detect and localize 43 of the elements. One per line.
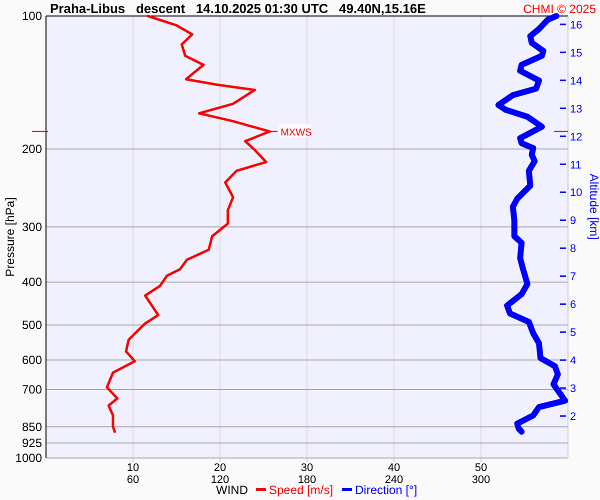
text: CHMI © 2025 — [523, 2, 596, 16]
y2-tick-label: 8 — [570, 243, 576, 256]
y2-tick-label: 7 — [570, 271, 576, 284]
ref-line-label: MXWS — [280, 127, 312, 138]
y2-tick-label: 16 — [570, 19, 582, 32]
y2-tick-label: 14 — [570, 75, 582, 88]
y2-tick-label: 5 — [570, 327, 576, 340]
y2-tick-label: 13 — [570, 103, 582, 116]
y-tick-label: 700 — [22, 382, 42, 397]
y2-tick-label: 9 — [570, 215, 576, 228]
x-tick-label: 50 — [474, 462, 488, 474]
x2-tick-label: 180 — [298, 474, 316, 486]
y2-tick-label: 12 — [570, 131, 582, 144]
x2-tick-label: 60 — [126, 474, 140, 486]
y2-tick-label: 4 — [570, 355, 576, 368]
x2-tick-label: 120 — [210, 474, 230, 486]
y2-tick-label: 2 — [570, 411, 576, 424]
y-tick-label: 300 — [22, 220, 42, 234]
x2-tick-label: 240 — [384, 474, 404, 486]
x-tick-label: 40 — [388, 462, 400, 474]
y-tick-label: 100 — [22, 9, 42, 23]
x-tick-label: 20 — [214, 462, 226, 474]
x-axis-title: WIND — [216, 483, 248, 497]
y2-tick-label: 3 — [570, 383, 576, 396]
x2-tick-label: 300 — [472, 474, 490, 486]
x-tick-label: 10 — [126, 462, 140, 474]
y2-tick-label: 11 — [570, 159, 582, 172]
legend-label: Speed [m/s] — [269, 483, 334, 497]
y2-tick-label: 10 — [570, 187, 582, 200]
y2-axis-title: Altitude [km] — [587, 174, 600, 240]
y-tick-label: 400 — [22, 275, 42, 290]
y2-tick-label: 15 — [570, 47, 582, 60]
y-tick-label: 850 — [22, 420, 42, 434]
chart-title: Praha-Libus descent 14.10.2025 01:30 UTC 49.40N,15.16E — [50, 1, 426, 16]
legend-label: Direction [°] — [355, 483, 418, 497]
y-tick-label: 1000 — [15, 451, 42, 465]
y-tick-label: 600 — [22, 352, 42, 367]
y-tick-label: 500 — [22, 318, 42, 332]
x-tick-label: 30 — [300, 462, 314, 474]
y-tick-label: 925 — [22, 436, 42, 450]
y-tick-label: 200 — [22, 142, 42, 156]
y-axis-title: Pressure [hPa] — [3, 197, 17, 277]
y2-tick-label: 6 — [570, 299, 576, 312]
